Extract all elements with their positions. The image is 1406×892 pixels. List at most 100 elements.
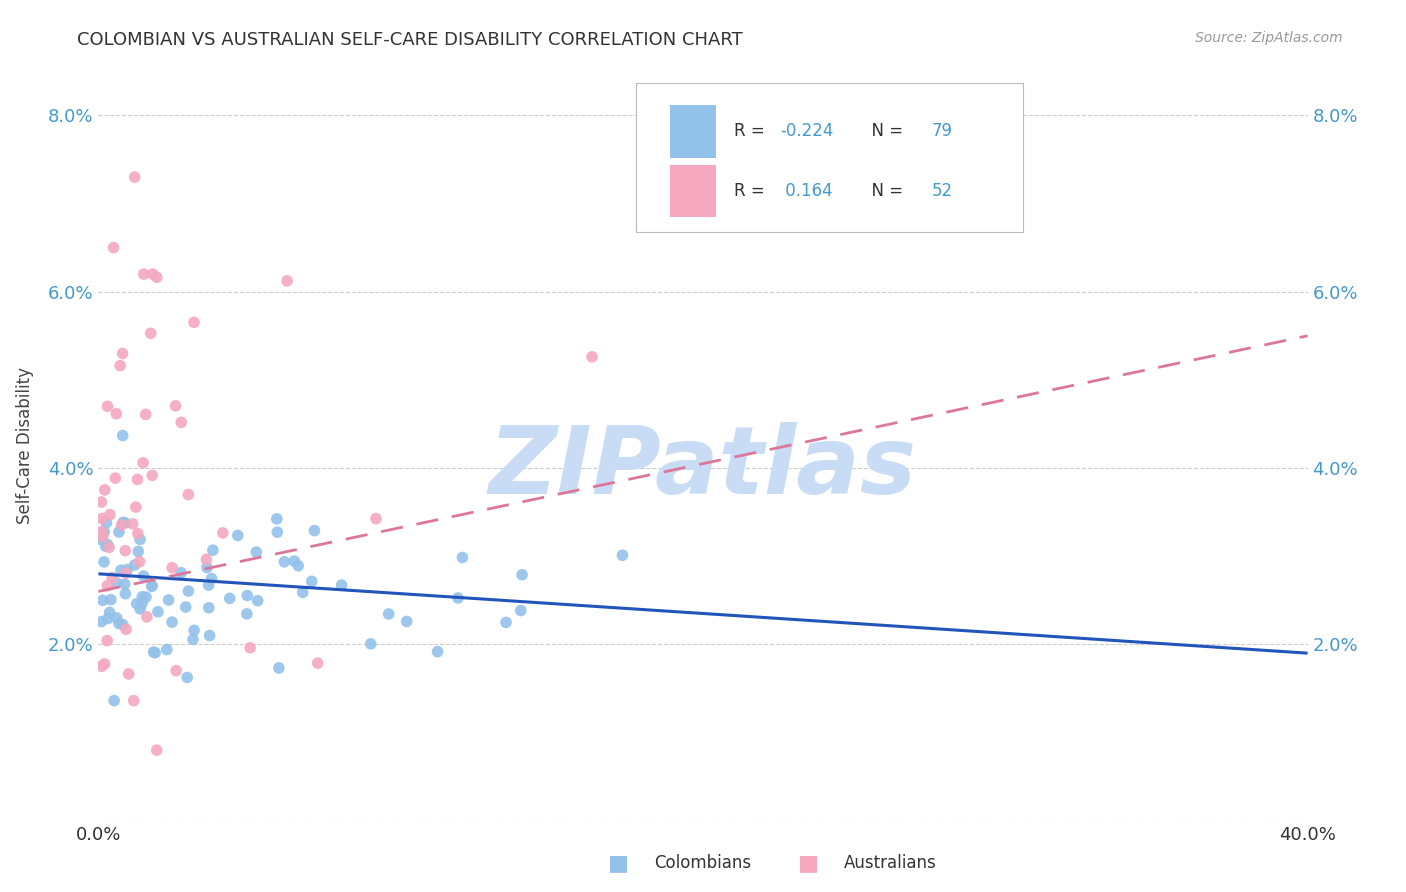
Point: [395, 615, 418, 629]
Point: [108, 616, 131, 631]
Point: [181, 632, 204, 647]
Text: 0.164: 0.164: [780, 182, 832, 200]
Point: [198, 628, 221, 642]
Point: [197, 578, 219, 592]
Point: [142, 645, 165, 659]
Text: ■: ■: [609, 854, 628, 873]
Point: [127, 544, 149, 558]
Point: [94, 539, 117, 553]
Point: [291, 585, 314, 599]
Point: [97, 611, 120, 625]
Point: [236, 589, 259, 603]
Point: [90, 615, 112, 629]
Point: [160, 615, 183, 629]
Point: [176, 670, 198, 684]
Point: [101, 570, 124, 584]
Point: [266, 525, 288, 540]
Point: [283, 554, 305, 568]
Point: [146, 605, 169, 619]
Point: [364, 511, 387, 525]
Text: N =: N =: [862, 122, 908, 140]
Point: [96, 400, 118, 414]
Point: [97, 538, 120, 552]
Point: [118, 667, 141, 681]
Point: [198, 600, 221, 615]
Point: [426, 645, 449, 659]
Point: [273, 555, 295, 569]
Point: [132, 267, 155, 281]
Point: [141, 579, 163, 593]
Point: [132, 456, 155, 470]
Point: [104, 471, 127, 485]
Point: [90, 524, 112, 539]
Text: Colombians: Colombians: [654, 855, 751, 872]
Text: Source: ZipAtlas.com: Source: ZipAtlas.com: [1195, 31, 1343, 45]
Point: [307, 656, 329, 670]
Text: R =: R =: [734, 182, 770, 200]
Point: [177, 584, 200, 599]
Text: N =: N =: [862, 182, 908, 200]
Point: [93, 483, 115, 497]
Point: [141, 468, 163, 483]
Point: [612, 548, 634, 562]
Point: [165, 664, 187, 678]
Point: [132, 569, 155, 583]
Point: [96, 579, 118, 593]
FancyBboxPatch shape: [637, 83, 1024, 233]
Point: [129, 602, 152, 616]
Point: [195, 552, 218, 566]
Point: [201, 543, 224, 558]
Point: [105, 576, 128, 591]
Point: [581, 350, 603, 364]
Point: [125, 500, 148, 514]
Point: [110, 563, 132, 577]
Y-axis label: Self-Care Disability: Self-Care Disability: [15, 368, 34, 524]
Point: [91, 530, 114, 544]
Point: [266, 512, 288, 526]
Point: [114, 516, 136, 530]
Point: [509, 603, 531, 617]
Point: [103, 694, 125, 708]
Text: Australians: Australians: [844, 855, 936, 872]
Point: [211, 525, 233, 540]
Point: [127, 526, 149, 541]
Point: [287, 558, 309, 573]
Point: [125, 597, 148, 611]
Point: [183, 315, 205, 329]
Point: [330, 578, 353, 592]
Point: [93, 555, 115, 569]
Point: [96, 516, 118, 530]
Point: [131, 590, 153, 604]
Point: [98, 508, 121, 522]
Point: [131, 596, 153, 610]
Point: [143, 646, 166, 660]
Point: [360, 637, 382, 651]
Point: [91, 593, 114, 607]
Text: COLOMBIAN VS AUSTRALIAN SELF-CARE DISABILITY CORRELATION CHART: COLOMBIAN VS AUSTRALIAN SELF-CARE DISABI…: [77, 31, 744, 49]
Point: [114, 587, 136, 601]
Point: [117, 563, 139, 577]
Point: [90, 495, 112, 509]
Point: [495, 615, 517, 630]
Point: [105, 407, 128, 421]
Point: [135, 610, 157, 624]
Point: [114, 543, 136, 558]
Point: [200, 572, 222, 586]
Point: [157, 593, 180, 607]
Text: ■: ■: [799, 854, 818, 873]
Point: [447, 591, 470, 605]
Point: [160, 560, 183, 574]
Point: [135, 408, 157, 422]
FancyBboxPatch shape: [671, 105, 716, 158]
FancyBboxPatch shape: [671, 165, 716, 218]
Text: ZIPatlas: ZIPatlas: [489, 423, 917, 515]
Point: [276, 274, 298, 288]
Point: [105, 611, 128, 625]
Point: [145, 743, 167, 757]
Point: [110, 517, 132, 532]
Text: 52: 52: [932, 182, 953, 200]
Point: [135, 590, 157, 604]
Point: [183, 624, 205, 638]
Point: [301, 574, 323, 589]
Point: [96, 633, 118, 648]
